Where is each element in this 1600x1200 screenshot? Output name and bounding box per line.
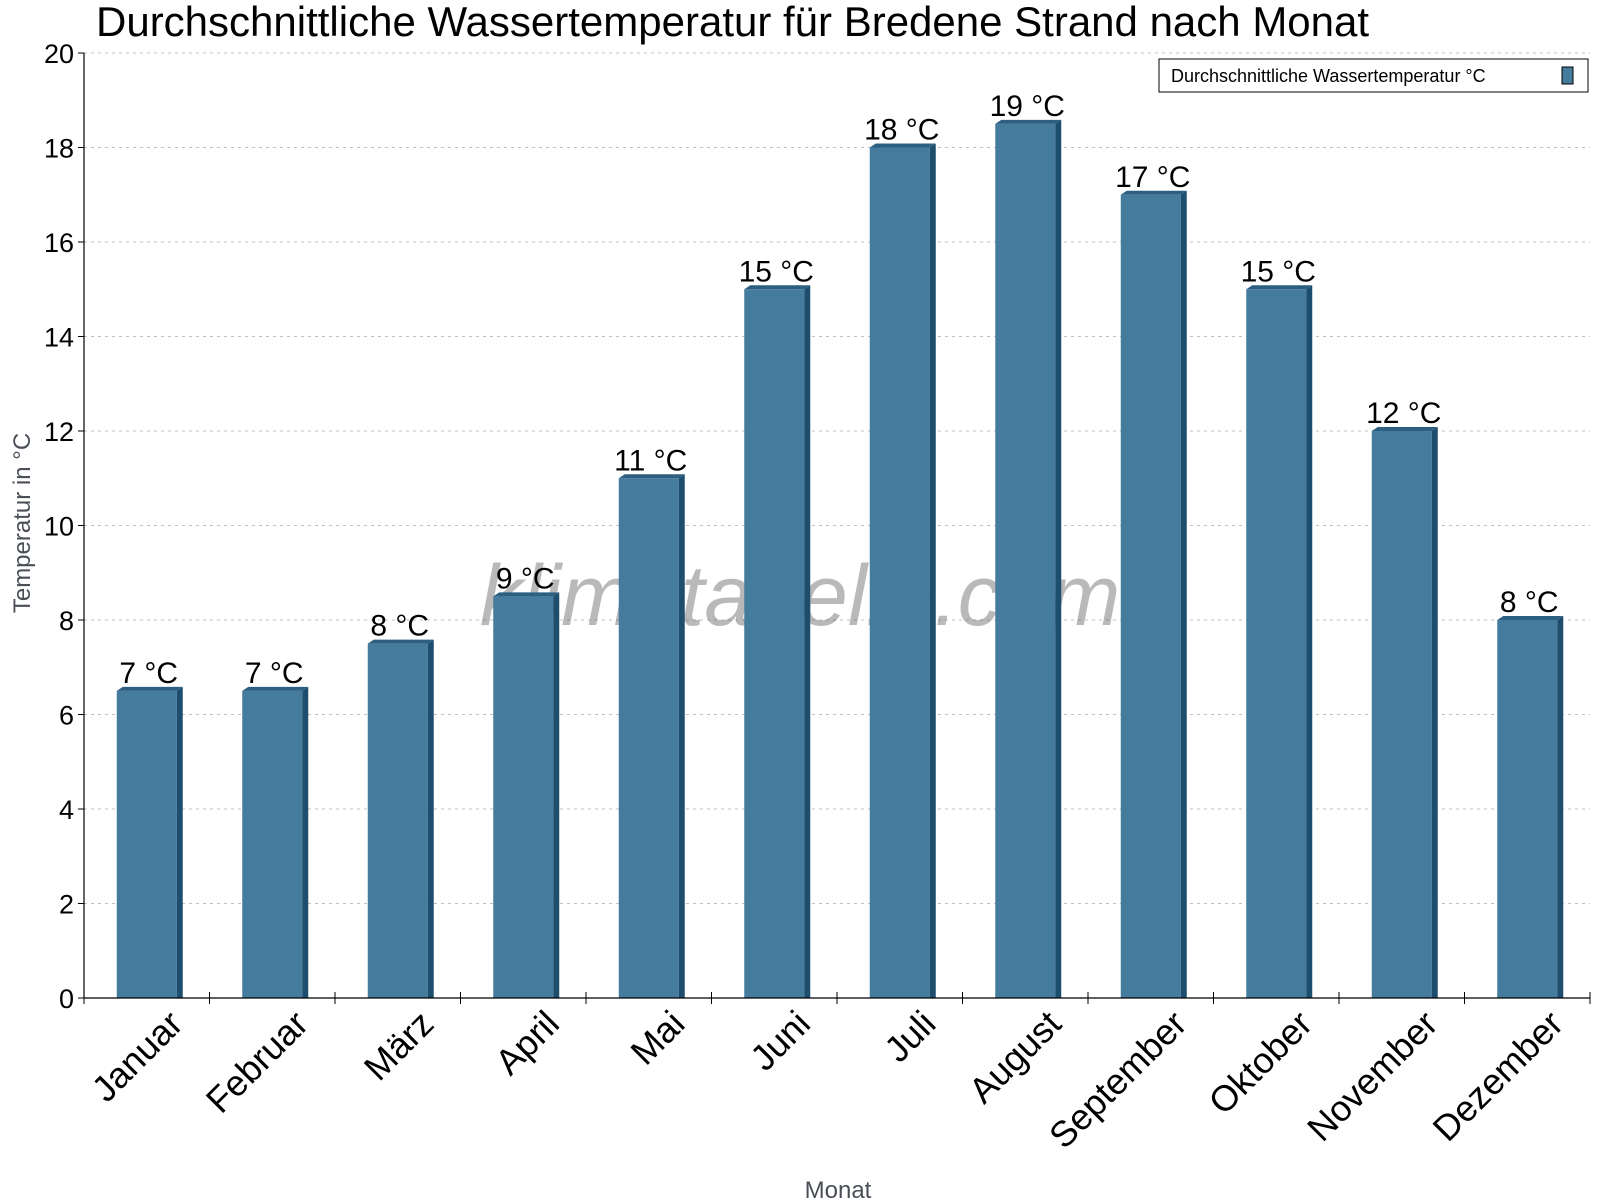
x-tick-label: September	[1041, 1003, 1195, 1157]
x-tick-labels: Januar Februar März April Mai Juni Juli AugustS…	[84, 1003, 1571, 1157]
data-label: 15 °C	[1241, 255, 1316, 288]
legend: Durchschnittliche Wassertemperatur °C	[1158, 58, 1589, 93]
bar	[1371, 427, 1438, 998]
y-tick-label: 16	[44, 228, 74, 258]
data-label: 8 °C	[1500, 586, 1559, 619]
data-label: 7 °C	[119, 657, 178, 690]
data-label: 18 °C	[864, 114, 939, 147]
x-tick-label: November	[1299, 1003, 1445, 1149]
bar-front	[242, 690, 303, 998]
axes	[78, 52, 1591, 1004]
y-tick-label: 10	[44, 512, 74, 542]
bar-side	[1055, 119, 1062, 998]
x-axis-label: Monat	[805, 1177, 872, 1200]
x-tick-label: Februar	[198, 1003, 316, 1121]
bar	[116, 686, 183, 998]
bar	[1497, 616, 1564, 998]
bar-front	[493, 596, 554, 998]
x-tick-label: Dezember	[1424, 1003, 1570, 1149]
y-axis-label: Temperatur in °C	[9, 433, 36, 613]
x-tick-label: Juli	[876, 1003, 943, 1070]
bar-side	[302, 686, 309, 998]
bar-top	[1120, 190, 1187, 195]
data-label: 11 °C	[614, 444, 687, 477]
bar-side	[1557, 616, 1564, 998]
y-tick-label: 18	[44, 134, 74, 164]
bar-top	[116, 686, 183, 691]
legend-label: Durchschnittliche Wassertemperatur °C	[1171, 66, 1486, 86]
bar-front	[1120, 194, 1181, 998]
x-tick-label: Juni	[742, 1003, 818, 1079]
y-tick-label: 8	[59, 606, 74, 636]
bar-front	[116, 690, 177, 998]
x-tick-label: Oktober	[1200, 1003, 1320, 1123]
bar-front	[1371, 431, 1432, 998]
x-tick-label: Januar	[84, 1003, 191, 1110]
data-label: 17 °C	[1115, 161, 1190, 194]
bar	[995, 119, 1062, 998]
bar	[1246, 285, 1313, 998]
bar	[869, 143, 936, 998]
data-label: 12 °C	[1366, 397, 1441, 430]
bar-side	[1306, 285, 1313, 998]
y-tick-label: 14	[44, 323, 74, 353]
bar-top	[995, 119, 1062, 124]
bar-side	[427, 639, 434, 998]
bar-top	[493, 592, 560, 597]
bar-top	[367, 639, 434, 644]
data-label: 19 °C	[990, 90, 1065, 123]
bar-top	[869, 143, 936, 148]
y-tick-label: 6	[59, 701, 74, 731]
y-tick-label: 2	[59, 890, 74, 920]
y-tick-label: 0	[59, 984, 74, 1014]
bar	[242, 686, 309, 998]
y-tick-label: 20	[44, 39, 74, 69]
bar	[367, 639, 434, 998]
bars	[116, 119, 1564, 998]
bar-top	[1246, 285, 1313, 290]
bar-side	[929, 143, 936, 998]
bar-side	[553, 592, 560, 998]
bar-side	[804, 285, 811, 998]
x-tick-label: August	[961, 1003, 1069, 1111]
data-label: 15 °C	[739, 255, 814, 288]
data-label: 9 °C	[496, 562, 555, 595]
x-tick-label: Mai	[622, 1003, 692, 1073]
bar-side	[1431, 427, 1438, 998]
chart-title: Durchschnittliche Wassertemperatur für B…	[96, 0, 1369, 45]
bar-front	[744, 289, 805, 998]
legend-swatch	[1561, 66, 1574, 85]
bar-top	[1497, 616, 1564, 620]
x-tick-label: April	[487, 1003, 567, 1083]
bar	[493, 592, 560, 998]
bar-side	[678, 474, 685, 998]
bar-top	[618, 474, 685, 479]
grid-lines	[84, 52, 1590, 904]
data-label: 7 °C	[245, 657, 304, 690]
bar-top	[242, 686, 309, 691]
y-tick-label: 12	[44, 417, 74, 447]
bar-side	[1180, 190, 1187, 998]
y-tick-label: 4	[59, 795, 74, 825]
bar-front	[367, 643, 428, 998]
bar-front	[869, 147, 930, 998]
bar-front	[618, 478, 679, 998]
x-tick-label: März	[356, 1003, 442, 1089]
value-labels: 7 °C 7 °C 8 °C 9 °C 11 °C 15 °C 18 °C 19 °C 17 °…	[119, 90, 1558, 690]
bar-front	[1246, 289, 1307, 998]
bar	[744, 285, 811, 998]
bar	[1120, 190, 1187, 998]
bar-top	[1371, 427, 1438, 431]
y-tick-labels: 0 2 4 6 8 10 12 14 16 18 20	[44, 39, 74, 1014]
data-label: 8 °C	[370, 610, 429, 643]
legend-box	[1158, 58, 1589, 93]
bar-front	[1497, 620, 1558, 998]
bar-top	[744, 285, 811, 290]
bar-side	[176, 686, 183, 998]
bar-front	[995, 123, 1056, 998]
bar	[618, 474, 685, 998]
